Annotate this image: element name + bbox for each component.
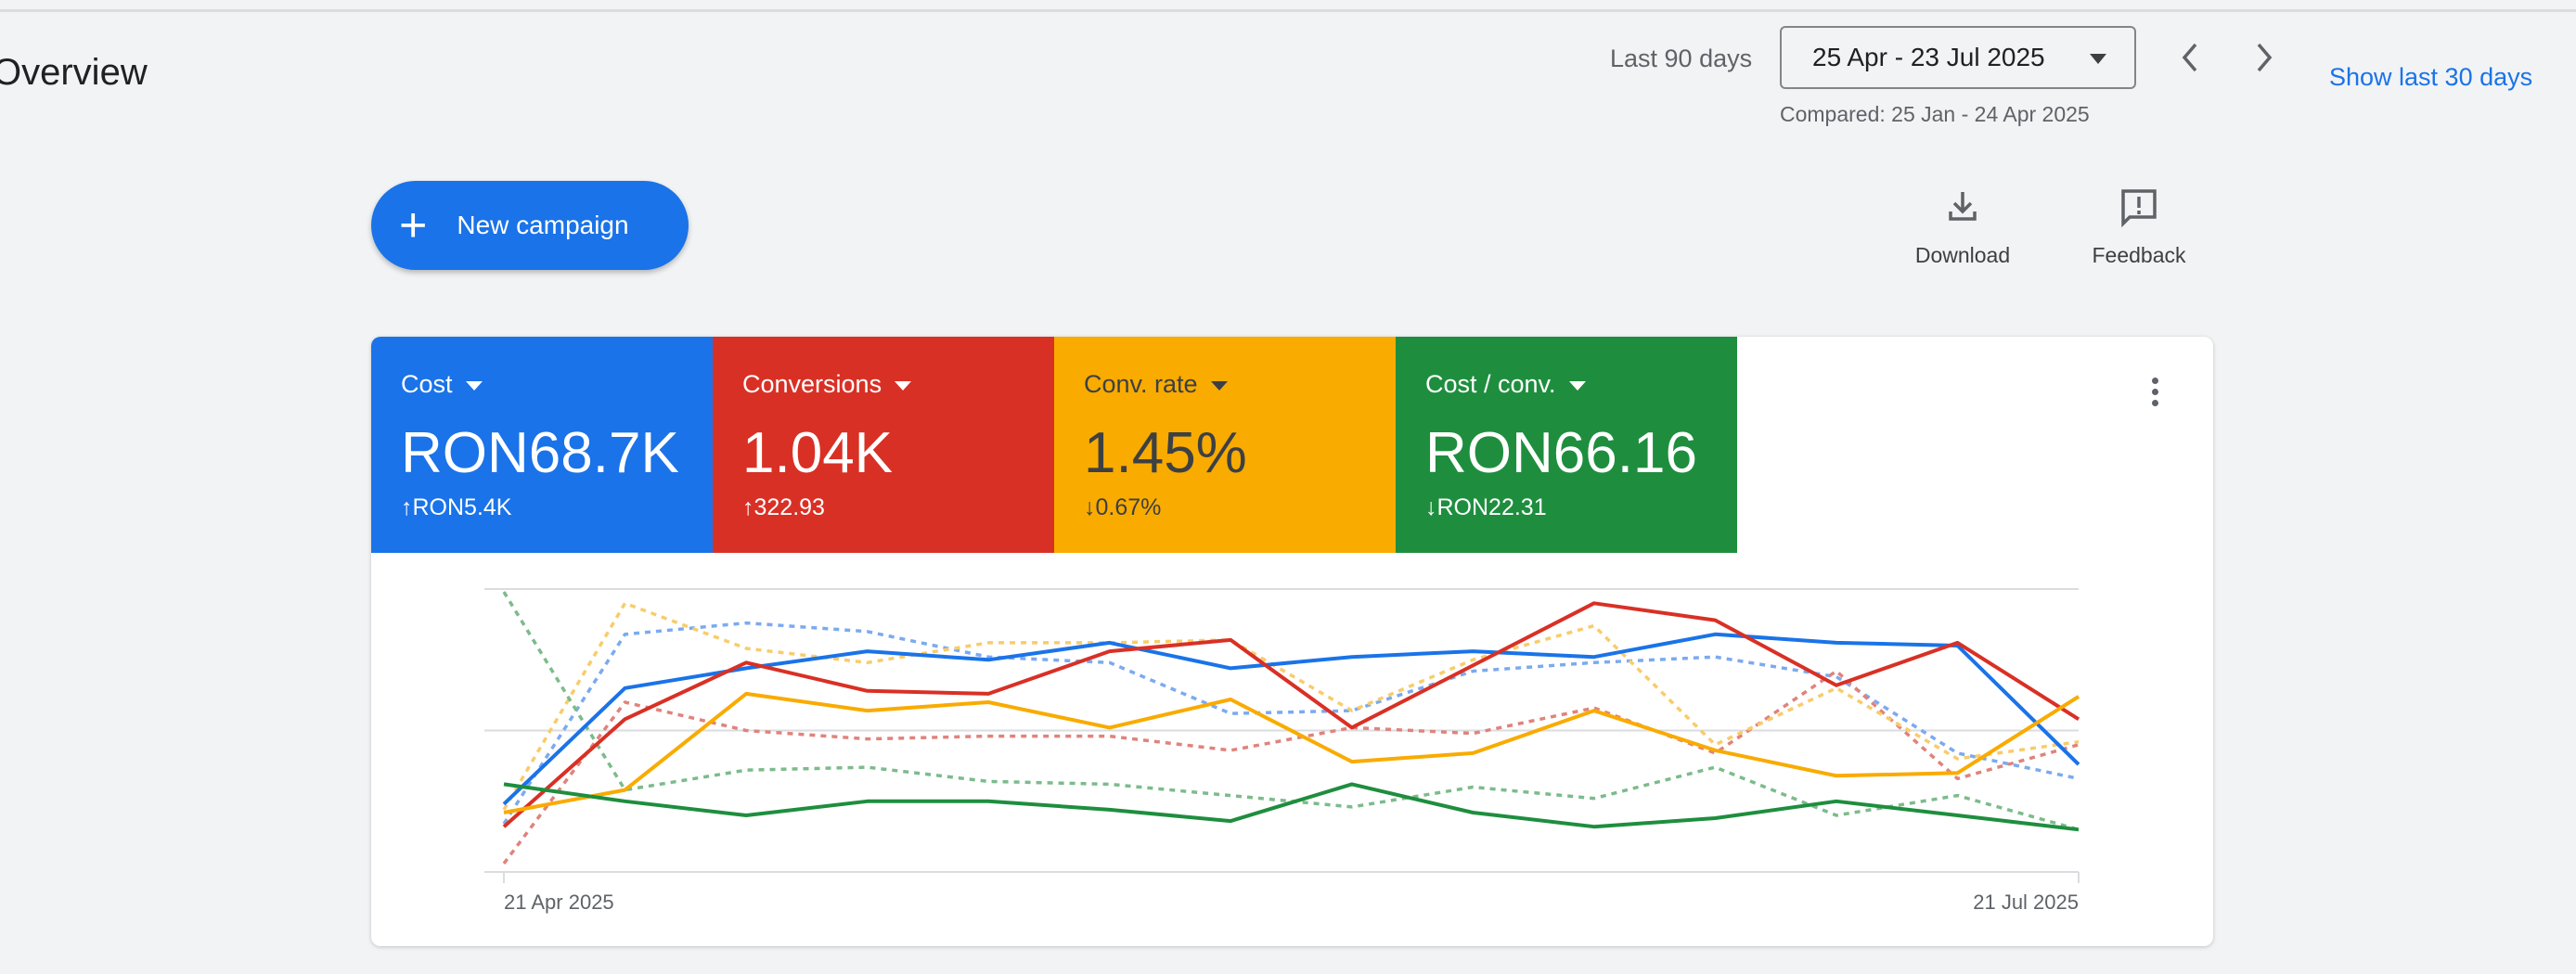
series-line-cost-conv-compared	[502, 591, 2080, 831]
caret-down-icon	[895, 380, 912, 391]
series-line-conversions-compared	[502, 669, 2080, 865]
new-campaign-label: New campaign	[457, 211, 629, 239]
x-tick-label: 21 Jul 2025	[1973, 891, 2079, 914]
arrow-up-icon: ↑	[742, 494, 754, 520]
arrow-down-icon: ↓	[1084, 494, 1096, 520]
date-range-dropdown[interactable]: 25 Apr - 23 Jul 2025	[1780, 26, 2136, 89]
chevron-right-icon	[2257, 43, 2273, 72]
feedback-button[interactable]: Feedback	[2079, 187, 2199, 268]
metric-value: RON66.16	[1425, 421, 1697, 485]
metric-delta: 322.93	[753, 494, 825, 520]
metric-tile-cost-per-conv[interactable]: Cost / conv. RON66.16 ↓RON22.31	[1396, 337, 1737, 553]
page-title: Overview	[0, 52, 148, 93]
series-line-conversions	[502, 601, 2080, 828]
x-tick-label: 21 Apr 2025	[504, 891, 614, 914]
metric-label: Cost	[401, 370, 453, 398]
series-line-cost	[502, 632, 2080, 806]
metric-tile-conversions[interactable]: Conversions 1.04K ↑322.93	[713, 337, 1054, 553]
series-line-cost-compared	[502, 621, 2080, 826]
download-button[interactable]: Download	[1902, 187, 2023, 268]
metric-value: RON68.7K	[401, 421, 679, 485]
compared-range: Compared: 25 Jan - 24 Apr 2025	[1780, 102, 2090, 126]
metric-delta: RON5.4K	[412, 494, 512, 520]
top-divider	[0, 9, 2576, 12]
caret-down-icon	[1210, 380, 1228, 391]
feedback-icon	[2121, 189, 2157, 228]
arrow-down-icon: ↓	[1425, 494, 1437, 520]
previous-period-button[interactable]	[2171, 37, 2209, 78]
feedback-label: Feedback	[2092, 243, 2186, 267]
caret-down-icon	[2090, 54, 2106, 64]
metric-label: Conversions	[742, 370, 882, 398]
plus-icon: +	[399, 199, 428, 252]
download-label: Download	[1914, 243, 2011, 267]
download-icon	[1949, 192, 1977, 221]
metric-tile-cost[interactable]: Cost RON68.7K ↑RON5.4K	[371, 337, 713, 553]
more-options-button[interactable]	[2145, 378, 2164, 415]
metric-label: Conv. rate	[1084, 370, 1198, 398]
caret-down-icon	[1568, 380, 1586, 391]
metric-label: Cost / conv.	[1425, 370, 1556, 398]
new-campaign-button[interactable]: + New campaign	[371, 181, 689, 270]
metric-tile-conv-rate[interactable]: Conv. rate 1.45% ↓0.67%	[1054, 337, 1396, 553]
next-period-button[interactable]	[2246, 37, 2283, 78]
metric-value: 1.45%	[1084, 421, 1247, 485]
series-line-conv-rate-compared	[502, 601, 2080, 811]
show-last-30-days-link[interactable]: Show last 30 days	[2329, 63, 2533, 91]
date-range-value: 25 Apr - 23 Jul 2025	[1812, 43, 2045, 71]
metric-delta: RON22.31	[1436, 494, 1547, 520]
metric-delta: 0.67%	[1095, 494, 1162, 520]
chevron-left-icon	[2182, 43, 2197, 72]
caret-down-icon	[465, 380, 483, 391]
arrow-up-icon: ↑	[401, 494, 413, 520]
performance-card: Cost RON68.7K ↑RON5.4K Conversions 1.04K…	[371, 337, 2213, 946]
performance-chart: 21 Apr 2025 21 Jul 2025	[484, 588, 2080, 914]
series-line-cost-conv	[503, 782, 2080, 832]
range-label: Last 90 days	[1610, 45, 1753, 72]
series-line-conv-rate	[503, 691, 2080, 814]
metric-value: 1.04K	[742, 421, 894, 485]
